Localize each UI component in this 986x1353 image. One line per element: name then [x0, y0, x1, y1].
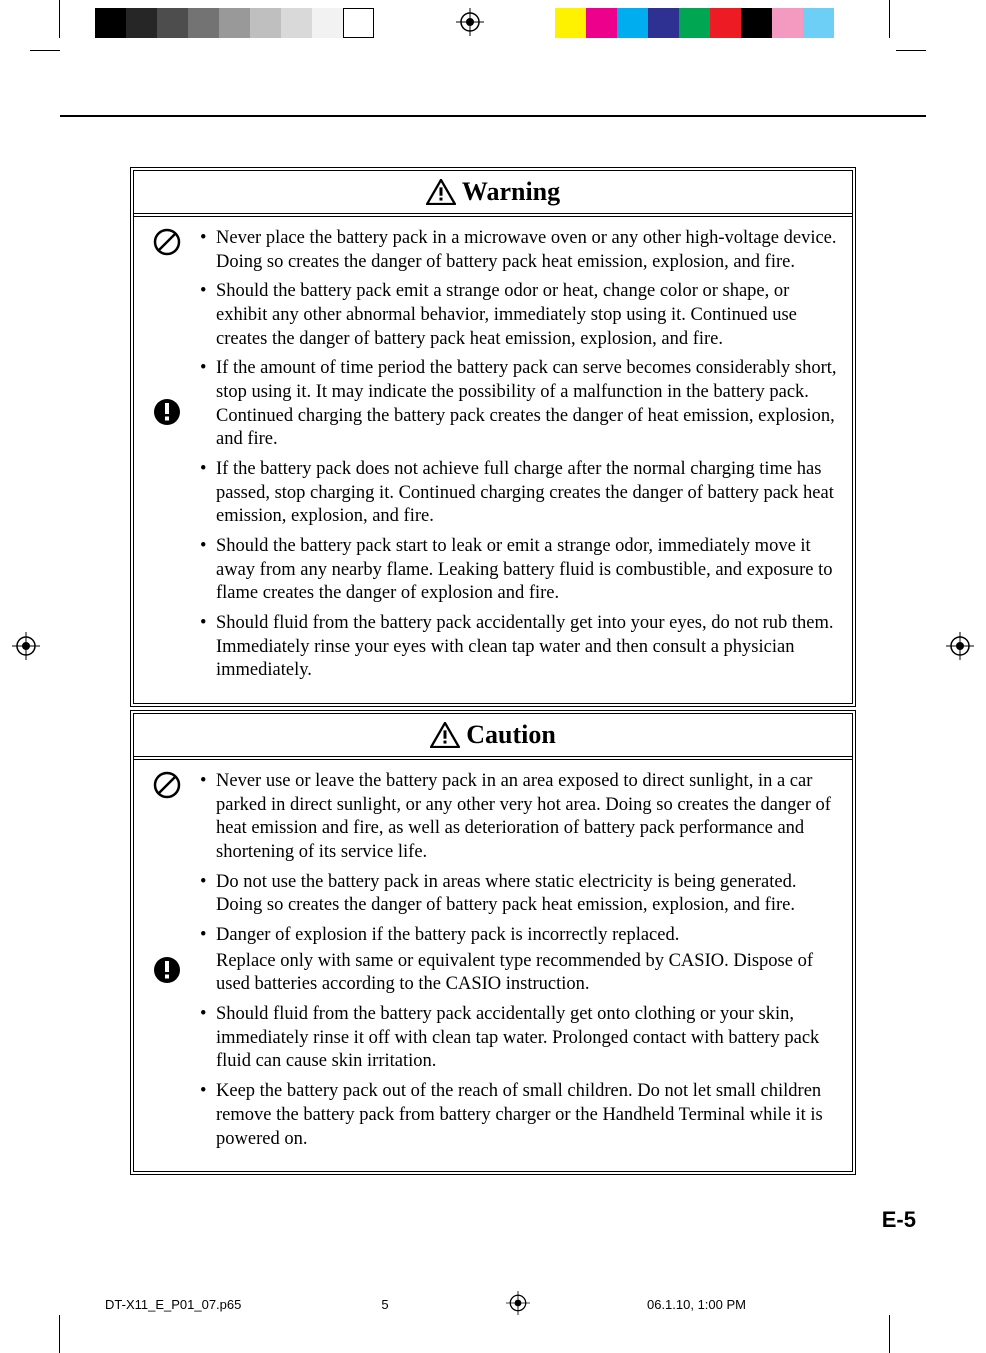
color-swatch	[679, 8, 710, 38]
registration-mark	[456, 8, 484, 36]
color-swatch	[648, 8, 679, 38]
list-item-text: Keep the battery pack out of the reach o…	[216, 1081, 823, 1148]
color-swatch	[555, 8, 586, 38]
color-swatch	[188, 8, 219, 38]
bullet-list: Never use or leave the battery pack in a…	[198, 770, 838, 1151]
list-item: If the amount of time period the battery…	[198, 357, 838, 452]
color-swatch	[741, 8, 772, 38]
list-item-text: Do not use the battery pack in areas whe…	[216, 872, 796, 916]
list-item-text: Should fluid from the battery pack accid…	[216, 613, 834, 680]
registration-mark	[946, 632, 974, 660]
list-item: Danger of explosion if the battery pack …	[198, 924, 838, 997]
bullet-list: Never place the battery pack in a microw…	[198, 227, 838, 683]
page-content: Warning Never place the battery pack in a…	[60, 115, 926, 1178]
alert-triangle-icon	[430, 720, 466, 749]
crop-mark	[889, 0, 890, 38]
section-body: Never use or leave the battery pack in a…	[134, 760, 852, 1171]
color-swatch	[250, 8, 281, 38]
footer-page: 5	[381, 1297, 388, 1312]
list-item-text: Never place the battery pack in a microw…	[216, 228, 837, 272]
mandatory-icon	[152, 955, 182, 990]
color-swatch	[710, 8, 741, 38]
section-header: Caution	[134, 714, 852, 760]
mandatory-icon	[152, 397, 182, 432]
top-rule	[60, 115, 926, 117]
footer-datetime: 06.1.10, 1:00 PM	[647, 1297, 746, 1312]
list-item: Do not use the battery pack in areas whe…	[198, 871, 838, 918]
footer-filename: DT-X11_E_P01_07.p65	[105, 1297, 241, 1312]
caution-box: Caution Never use or leave the battery pa…	[130, 710, 856, 1175]
list-item-text: Danger of explosion if the battery pack …	[216, 925, 679, 945]
footer-slug: DT-X11_E_P01_07.p65 5 06.1.10, 1:00 PM	[105, 1291, 926, 1318]
list-item: If the battery pack does not achieve ful…	[198, 458, 838, 529]
registration-mark	[12, 632, 40, 660]
color-swatch	[617, 8, 648, 38]
color-swatch	[312, 8, 343, 38]
page-number: E-5	[882, 1207, 916, 1233]
section-header: Warning	[134, 171, 852, 217]
crop-mark	[896, 50, 926, 51]
list-item: Should the battery pack emit a strange o…	[198, 280, 838, 351]
color-swatch	[95, 8, 126, 38]
list-item: Never place the battery pack in a microw…	[198, 227, 838, 274]
color-swatch	[281, 8, 312, 38]
list-item-text: If the amount of time period the battery…	[216, 358, 837, 449]
alert-triangle-icon	[426, 177, 462, 206]
list-item-subtext: Replace only with same or equivalent typ…	[216, 950, 838, 997]
list-item-text: If the battery pack does not achieve ful…	[216, 459, 834, 526]
list-item-text: Should fluid from the battery pack accid…	[216, 1004, 819, 1071]
prohibit-icon	[152, 770, 182, 805]
color-swatch	[803, 8, 834, 38]
warning-box: Warning Never place the battery pack in a…	[130, 167, 856, 707]
color-swatch	[157, 8, 188, 38]
section-title: Caution	[466, 720, 556, 749]
list-item: Keep the battery pack out of the reach o…	[198, 1080, 838, 1151]
color-swatch	[219, 8, 250, 38]
icon-column	[142, 770, 198, 1157]
crop-mark	[59, 0, 60, 38]
list-item-text: Should the battery pack start to leak or…	[216, 536, 832, 603]
color-swatch	[126, 8, 157, 38]
icon-column	[142, 227, 198, 689]
section-title: Warning	[462, 177, 560, 206]
color-swatch	[586, 8, 617, 38]
list-item: Should fluid from the battery pack accid…	[198, 1003, 838, 1074]
prohibit-icon	[152, 227, 182, 262]
color-swatch	[772, 8, 803, 38]
section-body: Never place the battery pack in a microw…	[134, 217, 852, 703]
list-item-text: Never use or leave the battery pack in a…	[216, 771, 831, 862]
crop-mark	[30, 50, 60, 51]
crop-mark	[889, 1315, 890, 1353]
list-item: Should fluid from the battery pack accid…	[198, 612, 838, 683]
color-swatch	[343, 8, 374, 38]
text-column: Never place the battery pack in a microw…	[198, 227, 838, 689]
list-item: Never use or leave the battery pack in a…	[198, 770, 838, 865]
crop-mark	[59, 1315, 60, 1353]
text-column: Never use or leave the battery pack in a…	[198, 770, 838, 1157]
list-item: Should the battery pack start to leak or…	[198, 535, 838, 606]
registration-mark	[389, 1291, 647, 1318]
printer-color-bars	[0, 6, 986, 42]
list-item-text: Should the battery pack emit a strange o…	[216, 281, 797, 348]
